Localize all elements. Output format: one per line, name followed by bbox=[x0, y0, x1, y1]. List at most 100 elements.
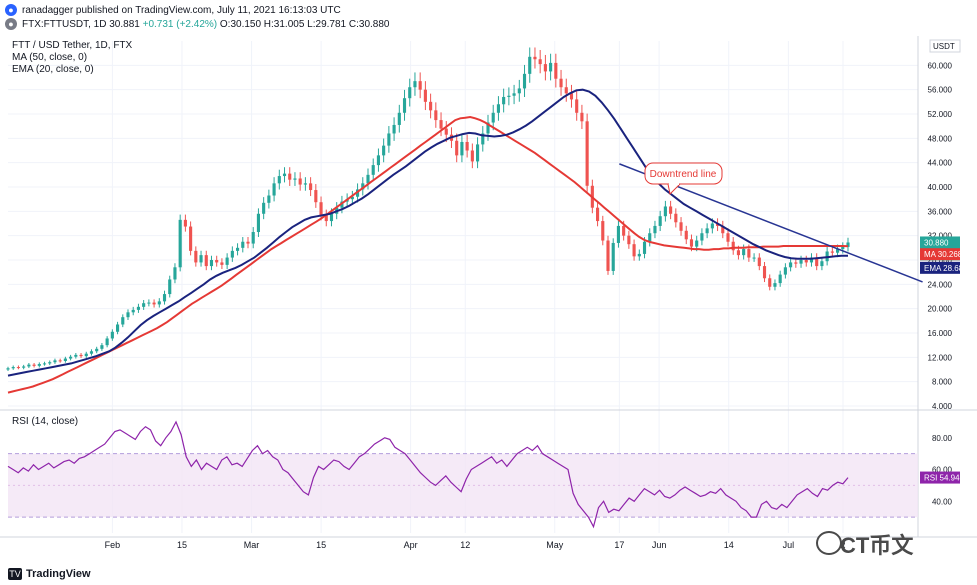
candle-body bbox=[246, 241, 250, 244]
chart-area[interactable]: 4.000 8.000 12.000 16.000 20.000 24.000 28.000… bbox=[0, 36, 977, 563]
candle-body bbox=[215, 260, 219, 263]
annotation-text: Downtrend line bbox=[650, 169, 717, 180]
candle-body bbox=[79, 354, 83, 357]
price-tick-label: 12.000 bbox=[928, 353, 953, 362]
candle-body bbox=[455, 140, 459, 156]
published-info: ranadagger published on TradingView.com,… bbox=[22, 5, 341, 16]
price-tick-label: 40.000 bbox=[928, 183, 953, 192]
candle-body bbox=[157, 301, 161, 305]
candle-body bbox=[747, 249, 751, 258]
price-tick-label: 20.000 bbox=[928, 305, 953, 314]
time-tick-label: May bbox=[546, 540, 564, 550]
candle-body bbox=[293, 178, 297, 180]
time-tick-label: Apr bbox=[404, 540, 418, 550]
candle-body bbox=[762, 266, 767, 279]
candle-body bbox=[408, 87, 412, 99]
candle-body bbox=[42, 363, 47, 365]
candle-body bbox=[757, 257, 761, 267]
candle-body bbox=[230, 250, 234, 258]
candle-body bbox=[282, 173, 287, 177]
price-axis: 4.000 8.000 12.000 16.000 20.000 24.000 28.000… bbox=[928, 61, 953, 506]
ohlc-values: O:30.150 H:31.005 L:29.781 C:30.880 bbox=[219, 19, 390, 30]
candle-body bbox=[382, 145, 386, 156]
ma-badge-text: MA 30.268 bbox=[924, 250, 963, 259]
candle-body bbox=[11, 367, 15, 369]
price-tick-label: 60.000 bbox=[928, 61, 953, 70]
candle-body bbox=[392, 124, 396, 134]
candle-body bbox=[267, 195, 271, 203]
time-tick-label: Feb bbox=[105, 540, 121, 550]
candle-body bbox=[147, 302, 151, 304]
annotation-box bbox=[644, 162, 723, 185]
candle-body bbox=[512, 93, 516, 96]
candle-body bbox=[439, 120, 443, 129]
candle-body bbox=[804, 260, 808, 263]
candle-body bbox=[841, 246, 845, 250]
candle-body bbox=[324, 214, 328, 222]
rsi-badge-bg bbox=[920, 471, 960, 484]
candle-body bbox=[679, 222, 683, 231]
candle-body bbox=[575, 99, 579, 113]
candle-body bbox=[533, 56, 537, 60]
candle-body bbox=[314, 190, 318, 203]
candle-body bbox=[199, 255, 203, 263]
candle-body bbox=[778, 274, 782, 284]
candle-body bbox=[820, 261, 824, 267]
rsi-line bbox=[7, 420, 849, 529]
candle-body bbox=[836, 249, 840, 253]
candle-body bbox=[272, 183, 276, 196]
candle-body bbox=[705, 228, 709, 234]
watermark-text: CT币文 bbox=[840, 533, 914, 558]
currency-label: USDT bbox=[933, 42, 955, 51]
candle-body bbox=[340, 201, 344, 208]
candle-body bbox=[387, 133, 391, 146]
candle-body bbox=[89, 351, 94, 354]
candle-body bbox=[580, 112, 584, 122]
downtrend-annotation[interactable]: Downtrend line bbox=[644, 162, 723, 196]
time-tick-label: Jul bbox=[783, 540, 795, 550]
candle-body bbox=[189, 226, 193, 251]
candle-body bbox=[413, 81, 417, 88]
candle-body bbox=[262, 202, 266, 214]
ema-badge-text: EMA 28.687 bbox=[924, 264, 968, 273]
tradingview-brand: TradingView bbox=[26, 568, 91, 580]
publisher-avatar-icon: ● bbox=[5, 4, 17, 16]
candle-body bbox=[58, 360, 62, 362]
candle-body bbox=[653, 225, 657, 234]
annotation-pointer bbox=[667, 183, 681, 196]
candle-body bbox=[236, 247, 240, 251]
candle-body bbox=[496, 104, 500, 113]
candle-body bbox=[194, 250, 198, 263]
price-badge-text: 30.880 bbox=[924, 238, 949, 247]
candle-body bbox=[418, 81, 422, 90]
symbol-name: FTX:FTTUSDT, 1D bbox=[22, 19, 107, 30]
candle-body bbox=[622, 225, 626, 236]
candle-body bbox=[789, 262, 793, 268]
candle-body bbox=[434, 110, 438, 121]
candle-body bbox=[53, 360, 57, 363]
rsi-tick-label: 40.00 bbox=[932, 497, 953, 506]
candle-body bbox=[585, 121, 589, 186]
last-price: 30.881 bbox=[109, 19, 140, 30]
price-chart-svg[interactable]: 4.000 8.000 12.000 16.000 20.000 24.000 28.000… bbox=[0, 36, 977, 563]
candle-body bbox=[162, 294, 167, 302]
candle-body bbox=[564, 87, 568, 94]
chart-title: FTT / USD Tether, 1D, FTX bbox=[12, 40, 133, 51]
candle-body bbox=[69, 356, 73, 359]
candle-body bbox=[783, 267, 787, 275]
candle-body bbox=[773, 283, 777, 287]
price-tick-label: 52.000 bbox=[928, 110, 953, 119]
candle-body bbox=[543, 64, 547, 72]
candle-body bbox=[642, 241, 647, 254]
candle-body bbox=[752, 257, 756, 259]
price-tick-label: 56.000 bbox=[928, 86, 953, 95]
candle-body bbox=[429, 101, 433, 111]
rsi-badge-text: RSI 54.94 bbox=[924, 474, 960, 483]
candle-body bbox=[559, 78, 563, 88]
rsi-tick-label: 80.00 bbox=[932, 434, 953, 443]
candle-body bbox=[183, 219, 187, 227]
candlesticks bbox=[6, 47, 850, 372]
candle-body bbox=[637, 253, 641, 257]
candle-body bbox=[142, 303, 146, 307]
candle-body bbox=[376, 155, 380, 166]
